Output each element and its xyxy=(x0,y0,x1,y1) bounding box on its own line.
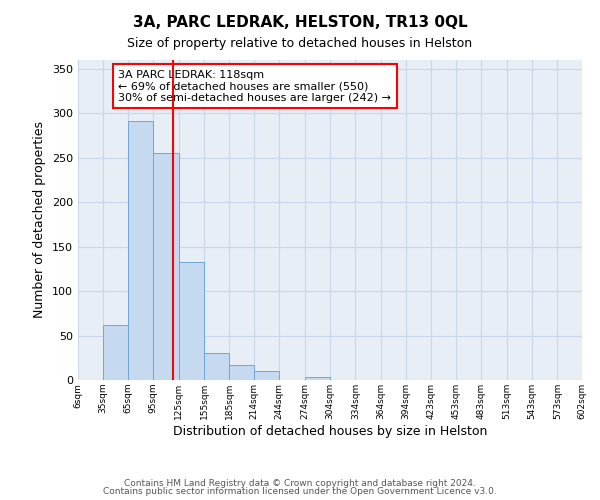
Text: 3A, PARC LEDRAK, HELSTON, TR13 0QL: 3A, PARC LEDRAK, HELSTON, TR13 0QL xyxy=(133,15,467,30)
Text: Size of property relative to detached houses in Helston: Size of property relative to detached ho… xyxy=(127,38,473,51)
Bar xyxy=(229,365,254,380)
Text: Contains HM Land Registry data © Crown copyright and database right 2024.: Contains HM Land Registry data © Crown c… xyxy=(124,478,476,488)
Y-axis label: Number of detached properties: Number of detached properties xyxy=(34,122,46,318)
Bar xyxy=(179,262,204,380)
Text: Contains public sector information licensed under the Open Government Licence v3: Contains public sector information licen… xyxy=(103,487,497,496)
X-axis label: Distribution of detached houses by size in Helston: Distribution of detached houses by size … xyxy=(173,424,487,438)
Bar xyxy=(153,154,179,380)
Bar xyxy=(103,325,128,380)
Bar xyxy=(204,354,229,380)
Bar xyxy=(128,122,153,380)
Text: 3A PARC LEDRAK: 118sqm
← 69% of detached houses are smaller (550)
30% of semi-de: 3A PARC LEDRAK: 118sqm ← 69% of detached… xyxy=(118,70,391,103)
Bar xyxy=(254,371,279,380)
Bar xyxy=(305,378,330,380)
